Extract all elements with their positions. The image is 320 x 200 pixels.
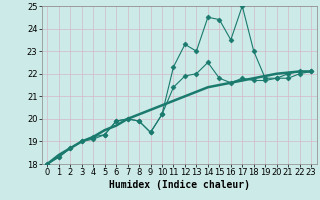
X-axis label: Humidex (Indice chaleur): Humidex (Indice chaleur) bbox=[109, 180, 250, 190]
